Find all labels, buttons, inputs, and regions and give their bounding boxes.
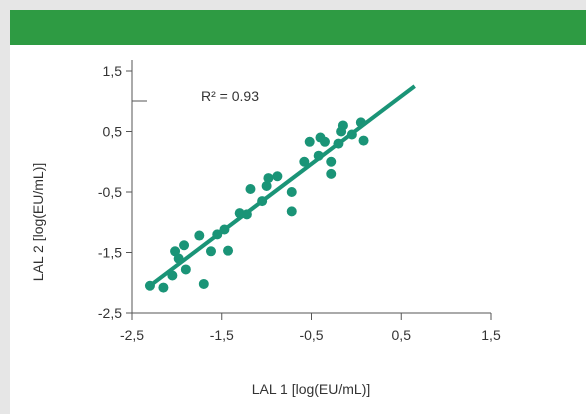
x-tick-label: 1,5 (481, 327, 501, 343)
data-point (245, 183, 256, 194)
data-point (263, 173, 274, 184)
data-point (241, 209, 252, 220)
data-point (304, 136, 315, 147)
data-point (326, 156, 337, 167)
y-tick-label: -2,5 (98, 305, 122, 321)
data-points (144, 117, 369, 293)
r-squared-annotation: R² = 0.93 (201, 88, 259, 104)
trend-line (148, 84, 416, 288)
data-point (180, 264, 191, 275)
x-ticks: -2,5 -1,5 -0,5 0,5 1,5 (120, 313, 501, 343)
x-tick-label: -2,5 (120, 327, 144, 343)
data-point (205, 246, 216, 257)
data-point (198, 278, 209, 289)
x-tick-label: 0,5 (392, 327, 412, 343)
data-point (326, 168, 337, 179)
data-point (286, 206, 297, 217)
data-point (336, 126, 347, 137)
x-tick-label: -0,5 (299, 327, 323, 343)
x-axis-label: LAL 1 [log(EU/mL)] (252, 381, 371, 397)
data-point (346, 129, 357, 140)
y-tick-label: 0,5 (103, 124, 123, 140)
y-axis-label: LAL 2 [log(EU/mL)] (30, 163, 46, 282)
data-point (144, 280, 155, 291)
data-point (167, 270, 178, 281)
y-ticks: 1,5 0,5 -0,5 -1,5 -2,5 (98, 63, 132, 321)
data-point (257, 196, 268, 207)
data-point (261, 180, 272, 191)
data-point (158, 282, 169, 293)
data-point (212, 229, 223, 240)
data-point (173, 253, 184, 264)
data-point (286, 187, 297, 197)
axes (126, 60, 491, 319)
data-point (333, 138, 344, 149)
y-tick-label: 1,5 (103, 63, 123, 79)
y-tick-label: -0,5 (98, 184, 122, 200)
header-bar (10, 10, 586, 45)
data-point (358, 135, 369, 146)
data-point (194, 230, 205, 241)
y-tick-label: -1,5 (98, 245, 122, 261)
data-point (219, 224, 230, 235)
data-point (313, 150, 324, 161)
chart-panel (10, 10, 586, 414)
data-point (319, 136, 330, 147)
data-point (299, 156, 310, 167)
data-point (355, 117, 366, 128)
data-point (179, 240, 190, 251)
data-point (223, 245, 234, 256)
x-tick-label: -1,5 (210, 327, 234, 343)
data-point (272, 171, 283, 182)
